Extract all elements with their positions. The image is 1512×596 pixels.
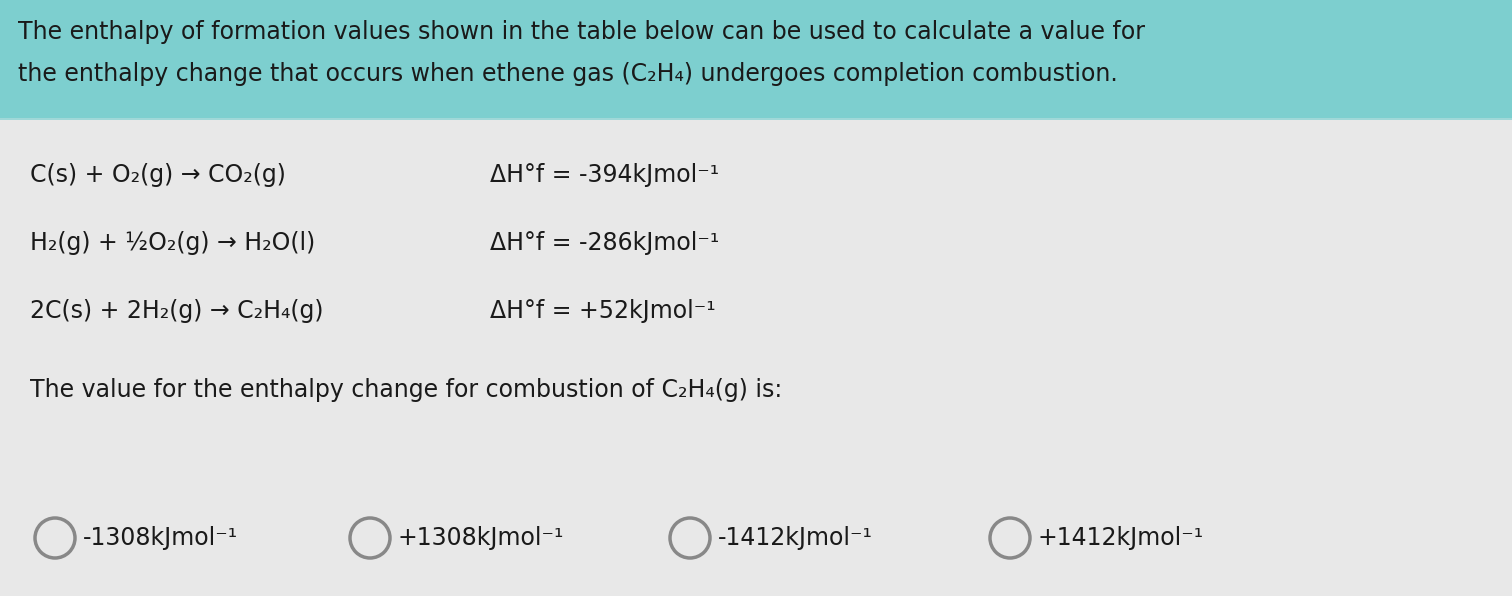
Text: ΔH°f = +52kJmol⁻¹: ΔH°f = +52kJmol⁻¹ xyxy=(490,299,715,323)
Text: C(s) + O₂(g) → CO₂(g): C(s) + O₂(g) → CO₂(g) xyxy=(30,163,286,187)
Text: The value for the enthalpy change for combustion of C₂H₄(g) is:: The value for the enthalpy change for co… xyxy=(30,378,782,402)
Text: +1308kJmol⁻¹: +1308kJmol⁻¹ xyxy=(398,526,564,550)
Text: ΔH°f = -394kJmol⁻¹: ΔH°f = -394kJmol⁻¹ xyxy=(490,163,720,187)
Bar xyxy=(0,0,1512,118)
Text: 2C(s) + 2H₂(g) → C₂H₄(g): 2C(s) + 2H₂(g) → C₂H₄(g) xyxy=(30,299,324,323)
Text: -1412kJmol⁻¹: -1412kJmol⁻¹ xyxy=(718,526,872,550)
Text: +1412kJmol⁻¹: +1412kJmol⁻¹ xyxy=(1039,526,1204,550)
Text: H₂(g) + ½O₂(g) → H₂O(l): H₂(g) + ½O₂(g) → H₂O(l) xyxy=(30,231,314,255)
Text: the enthalpy change that occurs when ethene gas (C₂H₄) undergoes completion comb: the enthalpy change that occurs when eth… xyxy=(18,62,1117,86)
Text: The enthalpy of formation values shown in the table below can be used to calcula: The enthalpy of formation values shown i… xyxy=(18,20,1145,44)
Bar xyxy=(0,118,1512,120)
Text: ΔH°f = -286kJmol⁻¹: ΔH°f = -286kJmol⁻¹ xyxy=(490,231,720,255)
Text: -1308kJmol⁻¹: -1308kJmol⁻¹ xyxy=(83,526,237,550)
